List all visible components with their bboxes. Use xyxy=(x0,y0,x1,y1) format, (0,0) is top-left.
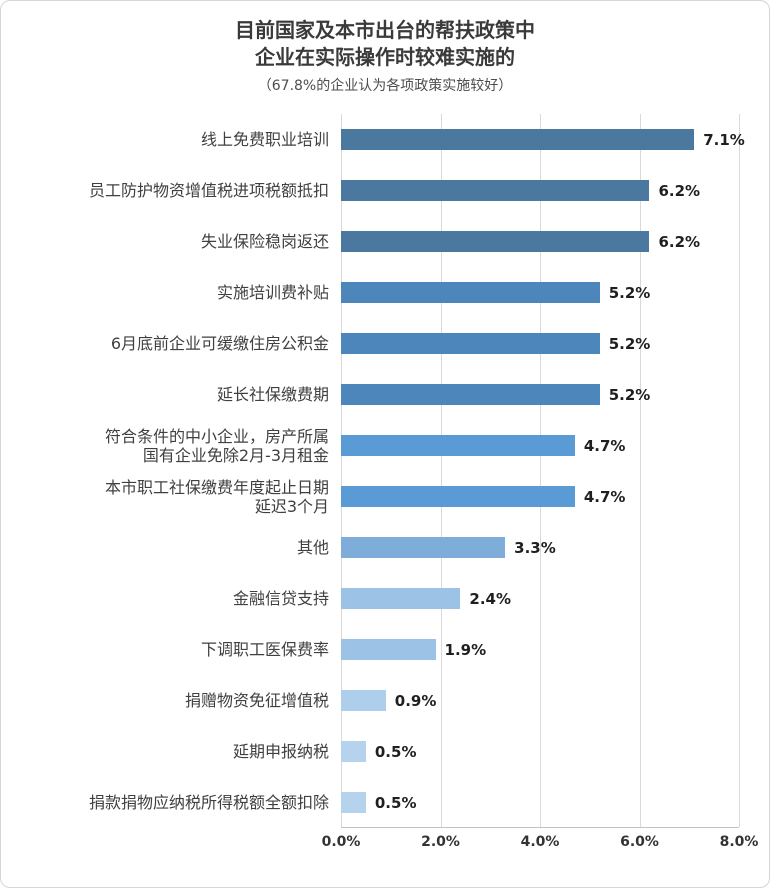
chart-header: 目前国家及本市出台的帮扶政策中 企业在实际操作时较难实施的 （67.8%的企业认… xyxy=(1,1,769,96)
bar-row: 线上免费职业培训 7.1% xyxy=(1,114,769,165)
bar xyxy=(341,537,506,558)
chart-title-line1: 目前国家及本市出台的帮扶政策中 xyxy=(235,18,535,42)
bar-row: 失业保险稳岗返还 6.2% xyxy=(1,216,769,267)
bar-row: 符合条件的中小企业，房产所属 国有企业免除2月-3月租金 4.7% xyxy=(1,420,769,471)
value-label: 5.2% xyxy=(608,283,651,302)
bar xyxy=(341,282,600,303)
chart-subtitle: （67.8%的企业认为各项政策实施较好） xyxy=(257,78,513,94)
bar-row: 员工防护物资增值税进项税额抵扣 6.2% xyxy=(1,165,769,216)
value-label: 2.4% xyxy=(469,589,511,608)
category-label: 实施培训费补贴 xyxy=(216,283,329,302)
bar xyxy=(341,129,695,150)
bar xyxy=(341,639,436,660)
bar xyxy=(341,180,650,201)
x-axis: 0.0% 2.0% 4.0% 6.0% 8.0% xyxy=(322,828,759,852)
category-label: 下调职工医保费率 xyxy=(200,640,329,659)
bar xyxy=(341,741,366,762)
bar xyxy=(341,588,461,609)
bar-row: 下调职工医保费率 1.9% xyxy=(1,624,769,675)
x-tick-2: 4.0% xyxy=(520,834,560,850)
bar xyxy=(341,231,650,252)
bar xyxy=(341,690,386,711)
gridline-2 xyxy=(440,114,442,827)
bar-row: 捐款捐物应纳税所得税额全额扣除 0.5% xyxy=(1,777,769,828)
x-tick-3: 6.0% xyxy=(620,834,659,850)
bar xyxy=(341,333,600,354)
bar xyxy=(341,792,366,813)
value-label: 6.2% xyxy=(658,181,701,200)
value-label: 3.3% xyxy=(514,538,556,557)
bar-row: 延长社保缴费期 5.2% xyxy=(1,369,769,420)
bar-area: 4.7% xyxy=(341,471,739,522)
bar xyxy=(341,486,575,507)
category-label: 延期申报纳税 xyxy=(232,742,329,761)
x-tick-0: 0.0% xyxy=(321,834,361,850)
x-tick-4: 8.0% xyxy=(719,834,759,850)
plot-area: 线上免费职业培训 7.1% 员工防护物资增值税进项税额抵扣 6.2% 失业保险稳… xyxy=(1,114,769,828)
bar-row: 金融信贷支持 2.4% xyxy=(1,573,769,624)
gridlines xyxy=(341,114,740,828)
bar-area: 5.2% xyxy=(341,318,739,369)
x-tick-1: 2.0% xyxy=(421,834,460,850)
value-label: 4.7% xyxy=(583,436,626,455)
value-label: 6.2% xyxy=(658,232,701,251)
value-label: 4.7% xyxy=(583,487,626,506)
bar-rows: 线上免费职业培训 7.1% 员工防护物资增值税进项税额抵扣 6.2% 失业保险稳… xyxy=(1,114,769,828)
bar-row: 延期申报纳税 0.5% xyxy=(1,726,769,777)
gridline-8 xyxy=(739,114,740,827)
bar-area: 3.3% xyxy=(341,522,739,573)
category-label: 失业保险稳岗返还 xyxy=(200,232,329,251)
category-label: 6月底前企业可缓缴住房公积金 xyxy=(110,334,329,353)
gridline-0 xyxy=(341,114,342,827)
bar-area: 7.1% xyxy=(341,114,745,165)
category-label: 本市职工社保缴费年度起止日期 延迟3个月 xyxy=(104,477,329,516)
category-label: 其他 xyxy=(296,538,329,557)
value-label: 5.2% xyxy=(608,385,651,404)
bar-row: 实施培训费补贴 5.2% xyxy=(1,267,769,318)
bar-area: 5.2% xyxy=(341,369,739,420)
chart-title-line2: 企业在实际操作时较难实施的 xyxy=(255,45,515,69)
bar xyxy=(341,384,600,405)
bar-area: 6.2% xyxy=(341,216,739,267)
value-label: 1.9% xyxy=(444,640,487,659)
value-label: 5.2% xyxy=(608,334,651,353)
bar-row: 6月底前企业可缓缴住房公积金 5.2% xyxy=(1,318,769,369)
bar-row: 本市职工社保缴费年度起止日期 延迟3个月 4.7% xyxy=(1,471,769,522)
bar-area: 0.5% xyxy=(341,726,739,777)
bar-area: 0.9% xyxy=(341,675,739,726)
category-label: 金融信贷支持 xyxy=(232,589,329,608)
value-label: 0.5% xyxy=(374,742,417,761)
category-label: 线上免费职业培训 xyxy=(200,130,329,149)
bar-area: 2.4% xyxy=(341,573,739,624)
value-label: 0.5% xyxy=(374,793,417,812)
value-label: 0.9% xyxy=(394,691,437,710)
value-label: 7.1% xyxy=(703,130,745,149)
bar xyxy=(341,435,575,456)
bar-row: 其他 3.3% xyxy=(1,522,769,573)
bar-area: 0.5% xyxy=(341,777,739,828)
bar-area: 1.9% xyxy=(341,624,739,675)
gridline-6 xyxy=(639,114,641,827)
bar-area: 6.2% xyxy=(341,165,739,216)
category-label: 员工防护物资增值税进项税额抵扣 xyxy=(88,181,329,200)
category-label: 符合条件的中小企业，房产所属 国有企业免除2月-3月租金 xyxy=(104,426,329,465)
category-label: 捐款捐物应纳税所得税额全额扣除 xyxy=(88,793,329,812)
bar-area: 5.2% xyxy=(341,267,739,318)
bar-row: 捐赠物资免征增值税 0.9% xyxy=(1,675,769,726)
category-label: 捐赠物资免征增值税 xyxy=(184,691,329,710)
category-label: 延长社保缴费期 xyxy=(216,385,329,404)
gridline-4 xyxy=(540,114,541,827)
bar-area: 4.7% xyxy=(341,420,739,471)
